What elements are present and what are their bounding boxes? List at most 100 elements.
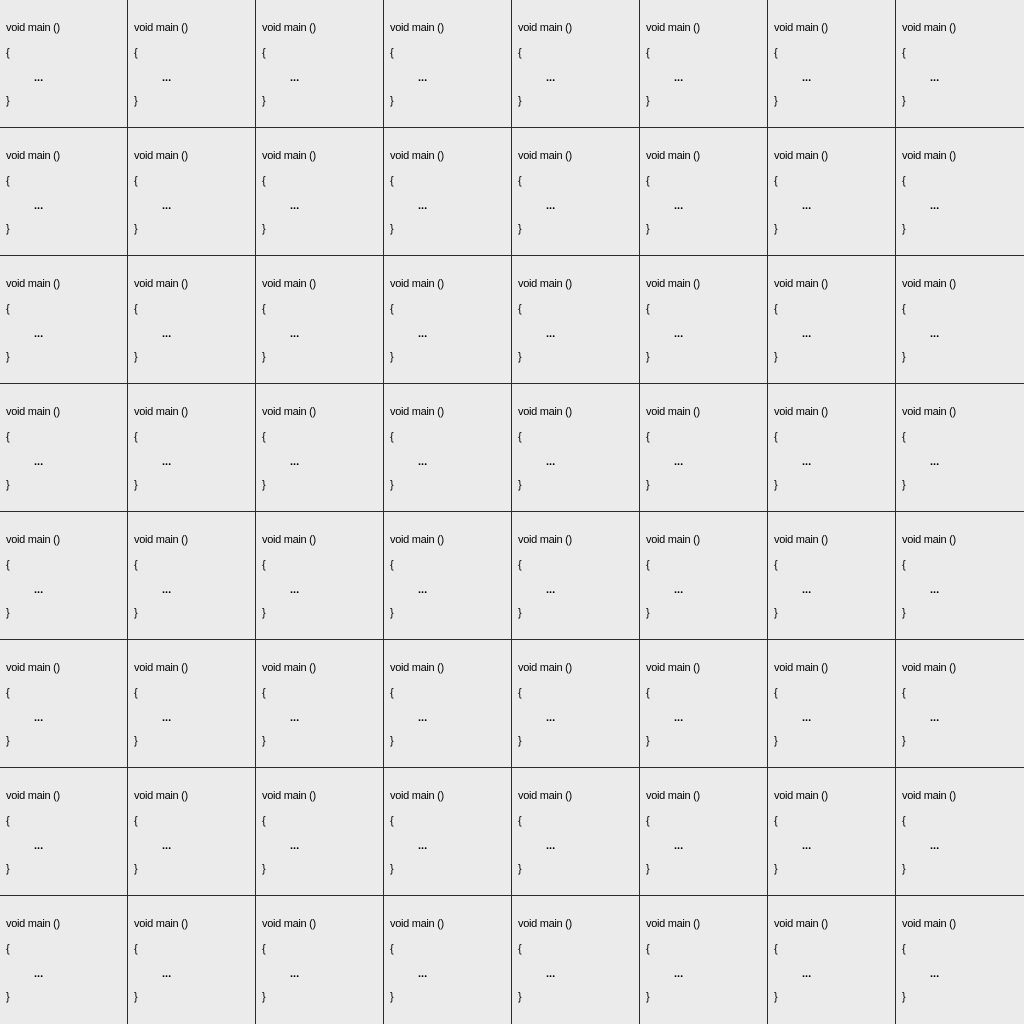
function-signature: void main () — [902, 406, 956, 418]
open-brace: { — [902, 943, 906, 955]
function-signature: void main () — [646, 22, 700, 34]
code-snippet-tile: void main () {...} — [768, 0, 896, 128]
ellipsis-body: ... — [290, 200, 300, 212]
open-brace: { — [646, 175, 650, 187]
function-signature: void main () — [774, 790, 828, 802]
close-brace: } — [6, 351, 10, 363]
close-brace: } — [518, 479, 522, 491]
function-signature: void main () — [646, 534, 700, 546]
code-snippet-tile: void main () {...} — [768, 128, 896, 256]
close-brace: } — [390, 607, 394, 619]
ellipsis-body: ... — [802, 200, 812, 212]
close-brace: } — [134, 735, 138, 747]
ellipsis-body: ... — [34, 712, 44, 724]
function-signature: void main () — [6, 278, 60, 290]
ellipsis-body: ... — [546, 72, 556, 84]
function-signature: void main () — [6, 918, 60, 930]
open-brace: { — [902, 431, 906, 443]
ellipsis-body: ... — [546, 456, 556, 468]
code-snippet-tile: void main () {...} — [0, 384, 128, 512]
function-signature: void main () — [6, 22, 60, 34]
column-divider — [255, 0, 256, 1024]
function-signature: void main () — [646, 662, 700, 674]
row-divider — [0, 895, 1024, 896]
open-brace: { — [902, 559, 906, 571]
open-brace: { — [518, 687, 522, 699]
ellipsis-body: ... — [418, 840, 428, 852]
ellipsis-body: ... — [290, 328, 300, 340]
ellipsis-body: ... — [290, 968, 300, 980]
code-snippet-tile: void main () {...} — [0, 896, 128, 1024]
function-signature: void main () — [134, 22, 188, 34]
code-snippet-tile: void main () {...} — [256, 896, 384, 1024]
row-divider — [0, 511, 1024, 512]
function-signature: void main () — [6, 406, 60, 418]
code-snippet-tile: void main () {...} — [128, 512, 256, 640]
code-snippet-tile: void main () {...} — [768, 256, 896, 384]
code-snippet-tile: void main () {...} — [640, 256, 768, 384]
close-brace: } — [6, 479, 10, 491]
ellipsis-body: ... — [930, 456, 940, 468]
code-snippet-tile: void main () {...} — [128, 896, 256, 1024]
code-snippet-tile: void main () {...} — [384, 128, 512, 256]
ellipsis-body: ... — [290, 584, 300, 596]
open-brace: { — [6, 303, 10, 315]
function-signature: void main () — [774, 22, 828, 34]
code-snippet-tile: void main () {...} — [512, 128, 640, 256]
open-brace: { — [134, 559, 138, 571]
close-brace: } — [902, 863, 906, 875]
close-brace: } — [774, 607, 778, 619]
function-signature: void main () — [774, 662, 828, 674]
close-brace: } — [262, 351, 266, 363]
function-signature: void main () — [390, 406, 444, 418]
function-signature: void main () — [134, 918, 188, 930]
ellipsis-body: ... — [930, 200, 940, 212]
function-signature: void main () — [774, 918, 828, 930]
ellipsis-body: ... — [162, 584, 172, 596]
close-brace: } — [774, 991, 778, 1003]
close-brace: } — [6, 607, 10, 619]
ellipsis-body: ... — [930, 328, 940, 340]
close-brace: } — [646, 223, 650, 235]
close-brace: } — [6, 863, 10, 875]
function-signature: void main () — [518, 278, 572, 290]
function-signature: void main () — [390, 790, 444, 802]
code-snippet-tile: void main () {...} — [0, 640, 128, 768]
close-brace: } — [6, 223, 10, 235]
open-brace: { — [646, 303, 650, 315]
close-brace: } — [518, 223, 522, 235]
close-brace: } — [134, 223, 138, 235]
code-snippet-tile: void main () {...} — [256, 128, 384, 256]
close-brace: } — [518, 991, 522, 1003]
close-brace: } — [646, 991, 650, 1003]
column-divider — [767, 0, 768, 1024]
open-brace: { — [6, 431, 10, 443]
code-snippet-tile: void main () {...} — [896, 128, 1024, 256]
code-snippet-tile: void main () {...} — [0, 128, 128, 256]
ellipsis-body: ... — [34, 456, 44, 468]
open-brace: { — [774, 815, 778, 827]
close-brace: } — [774, 479, 778, 491]
code-snippet-tile: void main () {...} — [384, 384, 512, 512]
function-signature: void main () — [134, 406, 188, 418]
open-brace: { — [390, 175, 394, 187]
code-snippet-tile: void main () {...} — [512, 896, 640, 1024]
code-snippet-tile: void main () {...} — [640, 128, 768, 256]
code-snippet-tile: void main () {...} — [256, 512, 384, 640]
ellipsis-body: ... — [674, 968, 684, 980]
code-snippet-tile: void main () {...} — [128, 768, 256, 896]
ellipsis-body: ... — [802, 968, 812, 980]
function-signature: void main () — [902, 790, 956, 802]
close-brace: } — [262, 991, 266, 1003]
code-snippet-tile: void main () {...} — [256, 768, 384, 896]
function-signature: void main () — [262, 150, 316, 162]
close-brace: } — [262, 863, 266, 875]
open-brace: { — [134, 303, 138, 315]
ellipsis-body: ... — [930, 712, 940, 724]
code-snippet-tile: void main () {...} — [384, 768, 512, 896]
close-brace: } — [902, 95, 906, 107]
function-signature: void main () — [646, 406, 700, 418]
ellipsis-body: ... — [34, 840, 44, 852]
close-brace: } — [390, 735, 394, 747]
close-brace: } — [262, 95, 266, 107]
